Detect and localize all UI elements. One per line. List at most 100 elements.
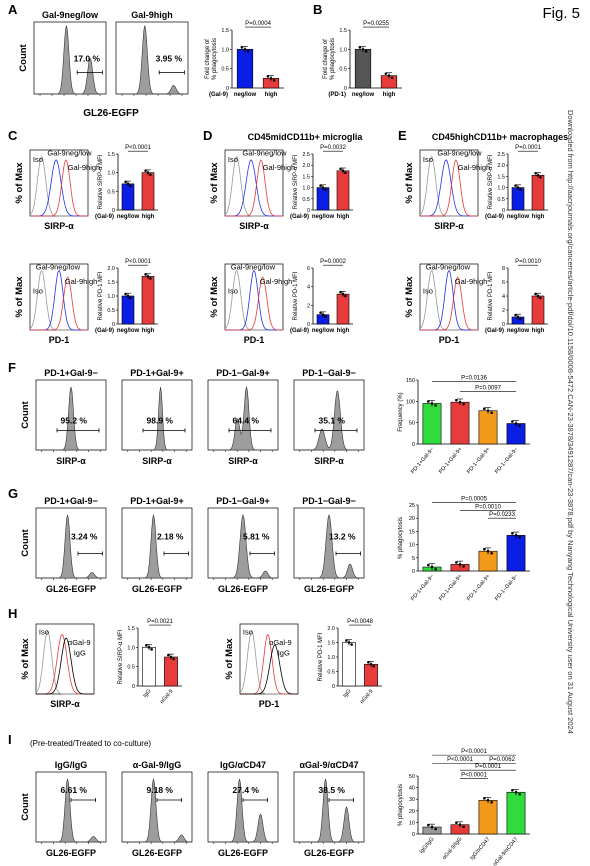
histogram-title: PD-1+Gal-9+ [130,496,184,506]
data-point [347,641,351,644]
group-label: (Gal-9) [209,92,228,98]
y-tick-label: 8 [502,266,505,272]
data-point [455,821,458,825]
overlay-legend: Iso [423,287,433,296]
histogram-xlabel: SIRP-α [56,456,86,466]
data-point [427,400,430,403]
plot-frame [293,379,365,451]
x-tick-label: neg/low [312,328,335,334]
p-value: P<0.0001 [461,772,488,778]
y-tick-label: 0.5 [221,67,229,73]
data-point [350,643,353,646]
data-point [344,171,347,175]
overlay-legend: Gal-9neg/low [437,148,482,157]
bar [506,791,526,835]
data-point [511,788,514,792]
data-point [434,404,437,407]
y-tick-label: 0.5 [339,67,347,73]
histogram-xlabel: SIRP-α [50,699,80,709]
data-point [266,75,270,78]
y-tick-label: 1.5 [221,28,229,34]
overlay-legend: Iso [243,628,253,637]
p-value: P=0.0021 [147,619,174,625]
data-point [519,188,522,191]
bar [121,295,135,325]
y-tick-label: 50 [409,421,415,427]
gal9high-curve [420,159,478,217]
bar [531,295,545,325]
histogram-ylabel: Count [18,43,29,71]
panel-letter-A: A [8,2,18,17]
p-value: P=0.0001 [515,145,542,151]
gate-percentage: 3.95 % [156,54,183,64]
data-point [462,825,465,829]
y-tick-label: 1.0 [497,186,505,192]
bar [121,183,135,211]
y-tick-label: 100 [406,399,415,405]
y-axis-label: Relative PD-1 MFI [98,271,104,320]
histogram-ylabel: % of Max [209,276,220,318]
histogram-ylabel: Count [20,400,31,428]
x-tick-label: αGal-9 [359,688,374,705]
data-point [126,182,130,186]
data-point [169,655,173,659]
histogram-xlabel: SIRP-α [142,456,172,466]
gate-percentage: 9.18 % [147,785,174,795]
x-tick-label: αGal-9/αCD47 [492,836,519,866]
panel-letter-H: H [8,606,17,621]
histogram-fill [294,390,364,451]
overlay-legend: αGal-9 [68,638,91,647]
panel-title: CD45midCD11b+ microglia [248,132,364,142]
bar [422,403,442,445]
data-point [144,169,147,172]
gate-percentage: 5.81 % [243,532,270,542]
data-point [519,317,522,321]
p-value: P=0.0002 [320,259,347,265]
y-axis-label: Relative PD-1 MFI [488,271,494,320]
data-point [124,180,127,184]
panel-title: CD45highCD11b+ macrophages [432,132,568,142]
histogram-xlabel: GL26-EGFP [46,848,96,858]
x-tick-label: high [337,214,350,220]
y-tick-label: 0.5 [327,670,335,676]
histogram-fill [36,778,106,843]
data-point [458,563,462,566]
bar-chart: 0 0.5 1.0 1.5 IgG αGal-9 Relative SIRP-α MFI P=… [118,619,182,705]
y-axis-label: % phagocytosis [212,38,218,80]
histogram-fill [122,778,192,843]
plot-frame [115,21,189,95]
panel-letter-F: F [8,360,16,375]
data-point [372,664,375,668]
x-tick-label: neg/low [507,214,530,220]
p-value: P=0.0005 [461,496,488,502]
data-point [319,311,322,314]
y-axis-label: Fold change of [323,39,329,79]
x-tick-label: PD-1+Gal-9+ [438,446,463,475]
data-point [516,315,520,319]
data-point [324,315,327,318]
data-point [539,175,542,179]
y-tick-label: 0.5 [127,665,135,671]
data-point [516,186,520,189]
bar [164,656,178,687]
y-axis-label: % phagocytosis [398,517,404,559]
y-axis-label: % phagocytosis [398,784,404,826]
data-point [341,169,345,173]
x-tick-label: αGal-9/IgG [442,836,464,861]
y-tick-label: 2 [502,308,505,314]
bar-chart: 0 10 20 30 40 50 IgG/IgG αGal-9/IgG IgG/αCD47 αGa… [398,749,530,866]
y-tick-label: 1.5 [497,174,505,180]
data-point [514,422,518,425]
p-value: P=0.0001 [475,764,502,770]
data-point [146,171,150,174]
panel-letter-E: E [398,128,407,143]
data-point [149,277,152,280]
data-point [124,292,127,296]
histogram-ylabel: % of Max [20,638,31,680]
data-point [430,565,434,569]
y-tick-label: 2.0 [107,266,115,272]
overlay-legend: Iso [228,287,238,296]
gate-percentage: 35.1 % [319,415,346,425]
data-point [240,46,244,49]
